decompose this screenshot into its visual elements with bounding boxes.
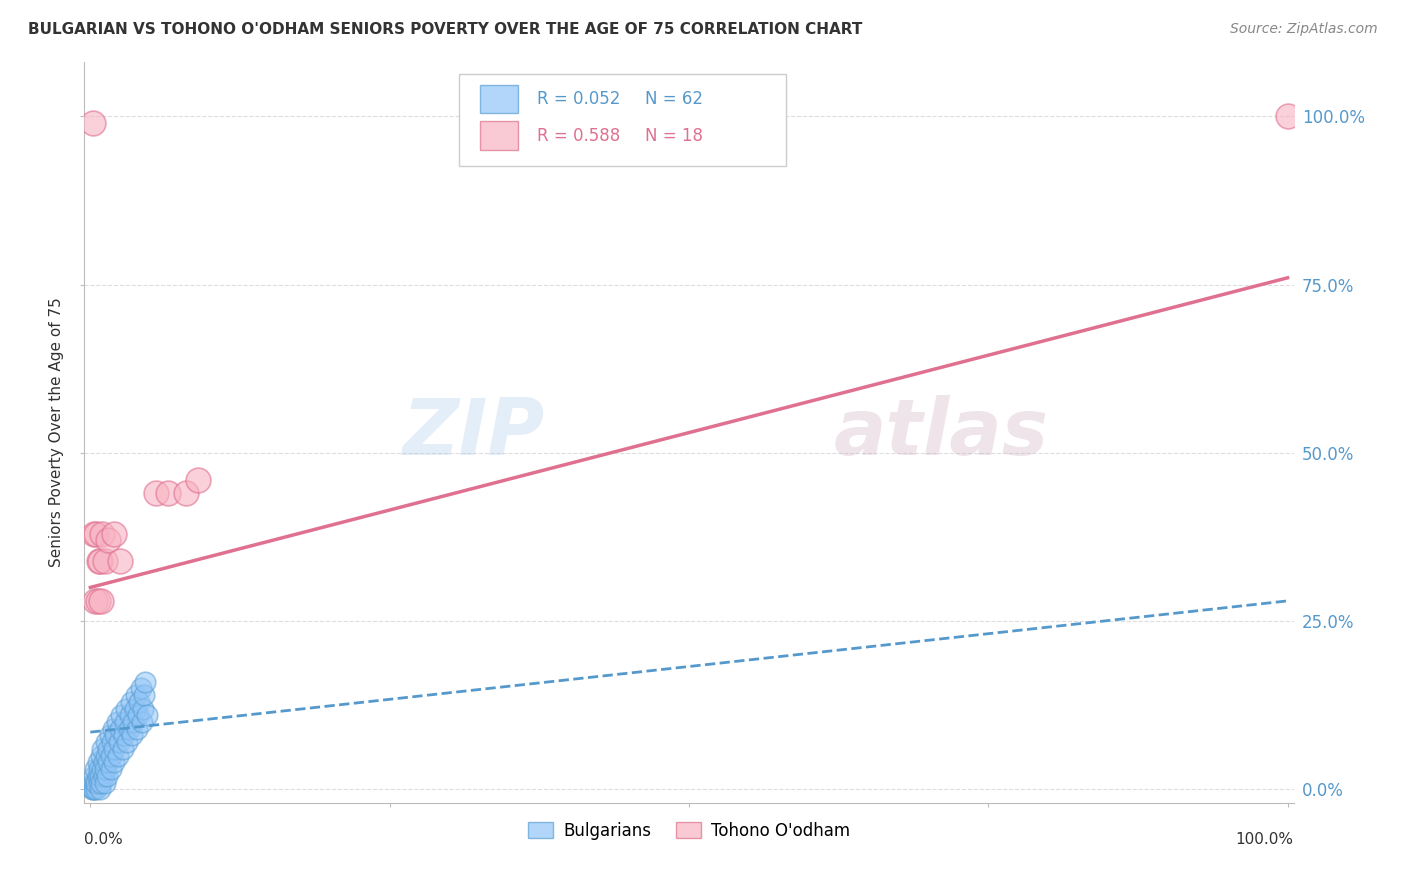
Point — [86, 526, 108, 541]
Point — [134, 674, 156, 689]
Point — [107, 748, 129, 763]
Text: R = 0.052: R = 0.052 — [537, 90, 620, 108]
Point — [100, 762, 122, 776]
Point — [86, 782, 108, 797]
Point — [128, 695, 150, 709]
Point — [89, 553, 111, 567]
Point — [112, 729, 135, 743]
Point — [83, 526, 105, 541]
Point — [86, 769, 108, 783]
Point — [93, 775, 115, 789]
Point — [97, 742, 120, 756]
Point — [111, 742, 134, 756]
Point — [121, 729, 143, 743]
Point — [84, 594, 107, 608]
Point — [86, 756, 108, 770]
Point — [83, 782, 105, 797]
Point — [108, 735, 131, 749]
Point — [101, 735, 124, 749]
Text: atlas: atlas — [834, 394, 1049, 471]
Point — [187, 473, 209, 487]
Point — [96, 769, 118, 783]
Point — [134, 688, 156, 702]
Point — [145, 486, 167, 500]
Point — [91, 762, 114, 776]
Point — [115, 701, 138, 715]
Point — [86, 775, 108, 789]
Point — [125, 722, 148, 736]
Point — [103, 756, 125, 770]
Point — [118, 708, 141, 723]
Point — [90, 748, 112, 763]
Point — [97, 756, 120, 770]
Point — [93, 756, 115, 770]
Point — [132, 701, 155, 715]
Text: ZIP: ZIP — [402, 394, 544, 471]
Point — [90, 775, 112, 789]
Point — [125, 688, 148, 702]
Point — [117, 735, 139, 749]
Point — [129, 681, 152, 696]
Text: R = 0.588: R = 0.588 — [537, 127, 620, 145]
Point — [157, 486, 180, 500]
Point — [82, 782, 104, 797]
Point — [84, 775, 107, 789]
Point — [127, 708, 149, 723]
Point — [89, 769, 111, 783]
Point — [103, 526, 125, 541]
Point — [94, 735, 117, 749]
Point — [110, 553, 132, 567]
Point — [94, 748, 117, 763]
Point — [87, 775, 110, 789]
Text: 100.0%: 100.0% — [1236, 832, 1294, 847]
Point — [122, 714, 145, 729]
Point — [120, 695, 142, 709]
Point — [93, 553, 115, 567]
Point — [93, 762, 115, 776]
Point — [98, 729, 121, 743]
Point — [104, 729, 127, 743]
FancyBboxPatch shape — [460, 73, 786, 166]
Point — [91, 526, 114, 541]
Text: 0.0%: 0.0% — [84, 832, 124, 847]
Text: N = 62: N = 62 — [645, 90, 703, 108]
Point — [174, 486, 197, 500]
Point — [101, 722, 124, 736]
Point — [100, 748, 122, 763]
Point — [89, 782, 111, 797]
Point — [110, 708, 132, 723]
Point — [105, 714, 128, 729]
Point — [84, 762, 107, 776]
FancyBboxPatch shape — [479, 85, 519, 113]
Point — [82, 775, 104, 789]
Point — [131, 714, 153, 729]
Text: N = 18: N = 18 — [645, 127, 703, 145]
Point — [124, 701, 146, 715]
FancyBboxPatch shape — [479, 121, 519, 150]
Y-axis label: Seniors Poverty Over the Age of 75: Seniors Poverty Over the Age of 75 — [49, 298, 65, 567]
Point — [135, 708, 157, 723]
Point — [93, 769, 115, 783]
Text: BULGARIAN VS TOHONO O'ODHAM SENIORS POVERTY OVER THE AGE OF 75 CORRELATION CHART: BULGARIAN VS TOHONO O'ODHAM SENIORS POVE… — [28, 22, 862, 37]
Legend: Bulgarians, Tohono O'odham: Bulgarians, Tohono O'odham — [522, 815, 856, 847]
Point — [97, 533, 120, 548]
Point — [87, 553, 110, 567]
Point — [80, 782, 103, 797]
Point — [86, 594, 108, 608]
Point — [91, 742, 114, 756]
Point — [118, 722, 141, 736]
Point — [83, 769, 105, 783]
Point — [82, 116, 104, 130]
Point — [90, 594, 112, 608]
Text: Source: ZipAtlas.com: Source: ZipAtlas.com — [1230, 22, 1378, 37]
Point — [103, 742, 125, 756]
Point — [114, 714, 136, 729]
Point — [87, 762, 110, 776]
Point — [110, 722, 132, 736]
Point — [1277, 109, 1299, 123]
